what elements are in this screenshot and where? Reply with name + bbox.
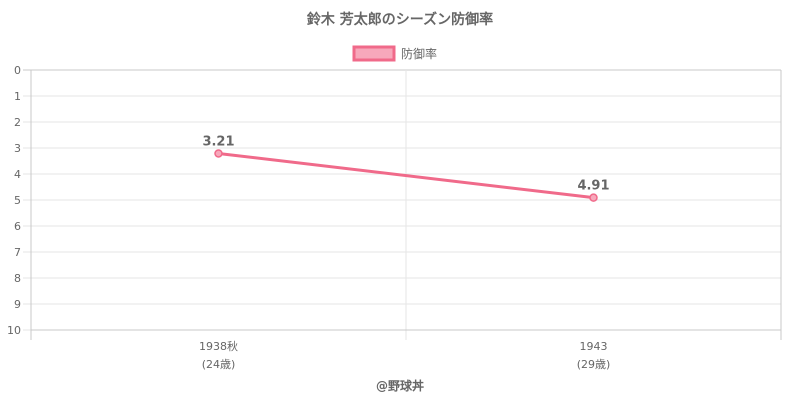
y-tick-label: 7: [14, 246, 21, 259]
credit-label: @野球丼: [376, 378, 424, 393]
y-tick-label: 8: [14, 272, 21, 285]
grid-layer: [23, 69, 782, 340]
data-point: [589, 193, 598, 202]
y-tick-label: 9: [14, 298, 21, 311]
x-tick-age-label: (24歳): [202, 358, 236, 371]
chart-title: 鈴木 芳太郎のシーズン防御率: [307, 11, 493, 28]
data-point: [214, 149, 223, 158]
legend-swatch: [352, 45, 396, 62]
series-line: [217, 151, 595, 200]
y-tick-label: 6: [14, 220, 21, 233]
y-tick-label: 10: [7, 324, 21, 337]
y-tick-label: 5: [14, 194, 21, 207]
legend: 防御率: [352, 45, 437, 62]
y-tick-label: 3: [14, 142, 21, 155]
y-tick-label: 1: [14, 90, 21, 103]
data-label: 4.91: [577, 179, 609, 194]
label-layer: 3.21 4.91: [202, 134, 609, 193]
axis-layer: 0 1 2 3 4 5 6 7 8 9 10 1938秋 (24歳) 1943 (29歳): [7, 64, 781, 371]
y-tick-label: 0: [14, 64, 21, 77]
x-tick-label: 1938秋: [199, 339, 238, 353]
series-layer: [214, 149, 598, 202]
x-tick-label: 1943: [580, 340, 608, 353]
x-tick-age-label: (29歳): [577, 358, 611, 371]
y-tick-label: 2: [14, 116, 21, 129]
y-tick-label: 4: [14, 168, 21, 181]
data-label: 3.21: [202, 134, 234, 149]
legend-label: 防御率: [401, 46, 437, 61]
